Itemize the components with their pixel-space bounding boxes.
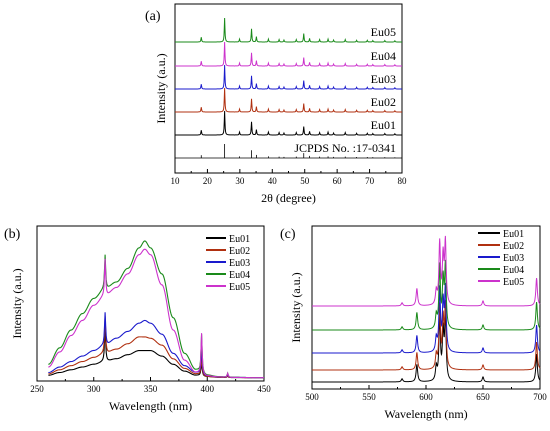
y-axis-label-a: Intensity (a.u.)	[154, 53, 168, 123]
legend-label-Eu02: Eu02	[503, 241, 524, 252]
panel-label-b: (b)	[4, 227, 21, 242]
series-line-Eu02	[48, 316, 264, 379]
x-tick-label-a: 60	[333, 176, 343, 186]
series-line-Eu04	[312, 259, 541, 331]
series-line-Eu02	[175, 87, 402, 113]
legend-label-Eu01: Eu01	[229, 234, 250, 245]
legend-label-Eu04: Eu04	[503, 265, 524, 276]
legend-label-Eu05: Eu05	[229, 282, 250, 293]
x-tick-label-c: 600	[419, 392, 433, 402]
x-tick-label-c: 700	[533, 392, 547, 402]
series-label-Eu03: Eu03	[371, 72, 396, 86]
series-label-Eu02: Eu02	[371, 95, 396, 109]
series-line-Eu01	[175, 110, 402, 136]
x-tick-label-c: 650	[476, 392, 490, 402]
x-tick-label-b: 300	[87, 384, 101, 394]
legend-label-Eu03: Eu03	[503, 253, 524, 264]
series-line-Eu05	[175, 17, 402, 43]
series-label-Eu01: Eu01	[371, 118, 396, 132]
x-tick-label-b: 400	[201, 384, 215, 394]
x-tick-label-b: 350	[144, 384, 158, 394]
series-line-Eu03	[175, 64, 402, 90]
x-tick-label-a: 30	[235, 176, 245, 186]
series-line-Eu01	[48, 327, 264, 379]
x-tick-label-a: 20	[203, 176, 213, 186]
x-tick-label-b: 250	[30, 384, 44, 394]
series-label-Eu05: Eu05	[371, 25, 396, 39]
x-tick-label-c: 550	[362, 392, 376, 402]
x-axis-label-b: Wavelength (nm)	[109, 399, 192, 413]
legend-label-Eu04: Eu04	[229, 270, 250, 281]
x-tick-label-c: 500	[305, 392, 319, 402]
y-axis-label-b: Intensity (a.u.)	[10, 268, 24, 338]
series-line-Eu01	[312, 311, 541, 383]
x-tick-label-a: 40	[268, 176, 278, 186]
x-axis-label-a: 2θ (degree)	[261, 191, 316, 205]
series-line-Eu02	[312, 299, 541, 371]
legend-label-Eu03: Eu03	[229, 258, 250, 269]
x-tick-label-b: 450	[257, 384, 271, 394]
series-line-Eu04	[175, 41, 402, 67]
x-axis-label-c: Wavelength (nm)	[384, 407, 467, 421]
series-line-Eu03	[312, 282, 541, 354]
series-label-Eu04: Eu04	[371, 49, 396, 63]
panel-label-c: (c)	[280, 227, 296, 242]
legend-label-Eu02: Eu02	[229, 246, 250, 257]
x-tick-label-a: 10	[171, 176, 181, 186]
x-tick-label-a: 70	[365, 176, 375, 186]
x-tick-label-a: 80	[398, 176, 408, 186]
legend-label-Eu01: Eu01	[503, 229, 524, 240]
series-line-Eu05	[48, 248, 264, 379]
reference-label: JCPDS No. :17-0341	[294, 141, 396, 155]
panel-label-a: (a)	[145, 9, 161, 24]
series-line-Eu05	[312, 235, 541, 307]
x-tick-label-a: 50	[300, 176, 310, 186]
legend-label-Eu05: Eu05	[503, 277, 524, 288]
y-axis-label-c: Intensity (a.u.)	[289, 272, 303, 342]
